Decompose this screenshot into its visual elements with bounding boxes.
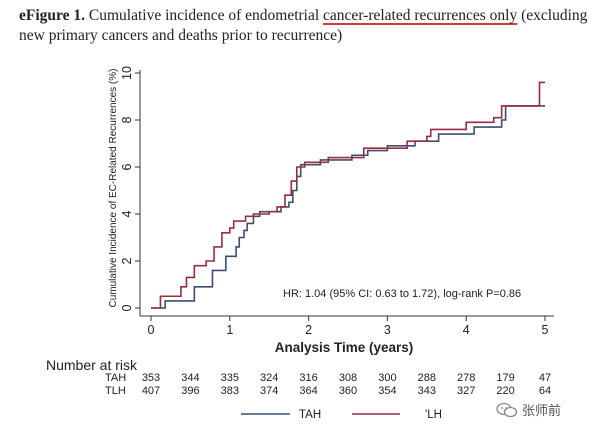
risk-cell: 316 — [299, 372, 317, 384]
risk-cell: 354 — [378, 385, 396, 397]
x-tick-label: 5 — [542, 323, 549, 337]
y-tick-label: 8 — [120, 116, 134, 123]
y-tick-label: 0 — [120, 304, 134, 311]
legend-label: TAH — [299, 409, 321, 421]
caption-text-post: (excluding new primary cancers and death… — [19, 7, 588, 44]
risk-cell: 335 — [221, 372, 239, 384]
risk-cell: 47 — [539, 372, 551, 384]
caption-highlight: cancer-related recurrences only — [323, 7, 518, 24]
series-line-tah — [151, 105, 545, 309]
chart-legend: TAH 'LH — [241, 409, 442, 421]
legend-label: 'LH — [425, 409, 442, 421]
risk-cell: 278 — [457, 372, 475, 384]
risk-cell: 360 — [339, 385, 357, 397]
risk-row-label: TLH — [105, 385, 126, 397]
x-tick-label: 2 — [305, 323, 312, 337]
risk-cell: 179 — [496, 372, 514, 384]
x-tick-label: 4 — [463, 323, 470, 337]
risk-cell: 407 — [142, 385, 160, 397]
y-tick-label: 4 — [120, 210, 134, 217]
risk-cell: 374 — [260, 385, 278, 397]
watermark-text: 张师前 — [522, 404, 562, 419]
series-line-lh — [151, 81, 545, 309]
risk-table-title: Number at risk — [46, 357, 138, 373]
risk-cell: 344 — [181, 372, 199, 384]
chart-axes: 0 1 2 3 4 5 0 2 4 6 8 10 — [120, 66, 554, 337]
risk-table: TAH 353 344 335 324 316 308 300 288 278 179 47 TLH 40… — [105, 372, 551, 397]
risk-cell: 327 — [457, 385, 475, 397]
risk-row-label: TAH — [105, 372, 126, 384]
risk-cell: 364 — [299, 385, 317, 397]
y-tick-label: 6 — [120, 163, 134, 170]
risk-cell: 288 — [418, 372, 436, 384]
hr-annotation: HR: 1.04 (95% CI: 0.63 to 1.72), log-ran… — [283, 288, 521, 300]
y-tick-label: 10 — [120, 66, 134, 80]
x-tick-label: 0 — [148, 323, 155, 337]
risk-cell: 383 — [221, 385, 239, 397]
risk-cell: 300 — [378, 372, 396, 384]
risk-cell: 353 — [142, 372, 160, 384]
risk-cell: 343 — [418, 385, 436, 397]
risk-cell: 324 — [260, 372, 278, 384]
caption-text-pre: Cumulative incidence of endometrial — [85, 7, 324, 24]
x-axis-title: Analysis Time (years) — [275, 340, 414, 355]
x-tick-label: 3 — [384, 323, 391, 337]
y-axis-title: Cumulative Incidence of EC-Related Recur… — [108, 69, 119, 308]
risk-cell: 220 — [496, 385, 514, 397]
y-tick-label: 2 — [120, 257, 134, 264]
watermark: 张师前 — [496, 400, 561, 419]
risk-cell: 64 — [539, 385, 551, 397]
figure-caption: eFigure 1. Cumulative incidence of endom… — [19, 6, 591, 46]
chart-curves — [151, 81, 545, 309]
risk-cell: 308 — [339, 372, 357, 384]
x-tick-label: 1 — [226, 323, 233, 337]
wechat-logo-icon — [496, 402, 518, 417]
risk-cell: 396 — [181, 385, 199, 397]
caption-label: eFigure 1. — [19, 7, 86, 24]
